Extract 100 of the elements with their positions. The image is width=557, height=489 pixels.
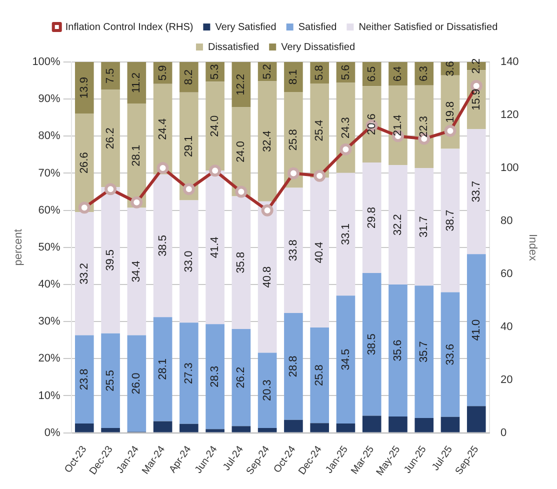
bar xyxy=(258,352,277,428)
bar xyxy=(101,333,120,428)
bar xyxy=(101,90,120,187)
data-label: 25.4 xyxy=(314,120,326,142)
data-label: 31.7 xyxy=(418,216,430,238)
bar xyxy=(101,428,120,432)
data-label: 29.8 xyxy=(366,207,378,228)
bar xyxy=(127,208,146,336)
y2-tick-label: 40 xyxy=(500,320,513,333)
bar xyxy=(74,335,94,424)
data-label: 26.6 xyxy=(78,152,90,174)
data-label: 33.2 xyxy=(78,263,90,284)
data-label: 8.1 xyxy=(287,69,300,85)
data-label: 25.8 xyxy=(314,364,326,386)
data-label: 24.3 xyxy=(340,117,352,139)
bar xyxy=(414,168,434,286)
bar xyxy=(310,84,329,178)
data-label: 33.1 xyxy=(340,224,352,245)
data-label: 26.2 xyxy=(235,366,248,388)
data-label: 3.6 xyxy=(444,61,456,76)
y-tick-label: 40% xyxy=(38,278,61,291)
data-label: 19.8 xyxy=(444,101,456,123)
bar xyxy=(74,62,94,114)
bar xyxy=(362,416,382,432)
bar xyxy=(180,322,198,424)
bar xyxy=(74,424,94,432)
bar xyxy=(388,284,408,416)
data-label: 20.3 xyxy=(261,380,274,402)
bar xyxy=(206,170,224,324)
y-tick-label: 90% xyxy=(38,93,61,106)
bar xyxy=(414,286,434,418)
data-label: 23.8 xyxy=(78,368,90,390)
data-label: 25.8 xyxy=(287,129,300,151)
bar xyxy=(440,148,460,292)
data-label: 5.2 xyxy=(261,64,274,80)
bar xyxy=(232,196,251,329)
data-label: 34.4 xyxy=(130,260,143,282)
y-tick-label: 30% xyxy=(38,316,61,328)
y-tick-label: 70% xyxy=(38,167,61,180)
data-label: 21.4 xyxy=(392,114,404,136)
data-label: 40.8 xyxy=(261,266,274,288)
data-label: 8.2 xyxy=(182,70,195,85)
data-label: 22.3 xyxy=(418,116,430,138)
data-label: 5.8 xyxy=(314,65,326,80)
data-label: 7.5 xyxy=(104,68,117,84)
legend-label: Inflation Control Index (RHS) xyxy=(65,22,194,33)
bar xyxy=(362,162,382,273)
bar xyxy=(466,406,486,432)
bar xyxy=(258,201,277,353)
data-label: 26.2 xyxy=(104,128,117,150)
data-label: 32.4 xyxy=(261,130,274,152)
data-label: 38.7 xyxy=(444,210,456,232)
data-label: 24.0 xyxy=(209,115,222,137)
data-label: 26.0 xyxy=(130,372,143,394)
y-tick-label: 80% xyxy=(38,130,61,142)
legend-label: Very Satisfied xyxy=(215,22,276,33)
legend-label: Neither Satisfied or Dissatisfied xyxy=(358,22,498,33)
y2-tick-label: 140 xyxy=(500,56,519,68)
bar xyxy=(206,429,224,432)
y2-tick-label: 120 xyxy=(500,109,519,122)
bar xyxy=(310,327,329,424)
bar xyxy=(153,317,172,422)
data-label: 27.3 xyxy=(182,362,195,384)
data-label: 24.4 xyxy=(156,118,169,140)
y-tick-label: 100% xyxy=(32,56,61,68)
bar xyxy=(206,82,224,171)
bar xyxy=(101,62,120,90)
data-label: 28.8 xyxy=(287,356,300,378)
bar xyxy=(153,174,172,318)
data-label: 28.1 xyxy=(130,144,143,166)
bar xyxy=(180,62,198,92)
data-label: 28.1 xyxy=(156,358,169,380)
data-label: 33.6 xyxy=(444,344,456,366)
data-label: 15.9 xyxy=(470,88,482,110)
bar xyxy=(466,129,486,254)
data-label: 6.3 xyxy=(418,66,430,82)
bar xyxy=(127,335,146,432)
bar xyxy=(101,186,120,334)
bar xyxy=(153,84,172,174)
bar xyxy=(258,81,277,202)
bar xyxy=(232,62,251,108)
y2-tick-label: 20 xyxy=(500,374,513,386)
data-label: 5.9 xyxy=(156,65,169,81)
bar xyxy=(180,200,198,323)
bar xyxy=(74,114,94,212)
bar xyxy=(336,424,356,432)
bar xyxy=(466,254,486,406)
data-label: 5.6 xyxy=(340,64,352,80)
bar xyxy=(232,328,251,426)
bar xyxy=(362,86,382,162)
bar xyxy=(206,324,224,430)
bar xyxy=(336,172,356,296)
bar xyxy=(440,416,460,432)
y-tick-label: 20% xyxy=(38,352,61,365)
data-label: 34.5 xyxy=(340,348,352,370)
legend-label: Dissatisfied xyxy=(208,42,260,53)
data-label: 38.5 xyxy=(366,334,378,356)
bar xyxy=(414,418,434,432)
data-label: 35.7 xyxy=(418,341,430,362)
legend-label: Satisfied xyxy=(298,22,337,33)
